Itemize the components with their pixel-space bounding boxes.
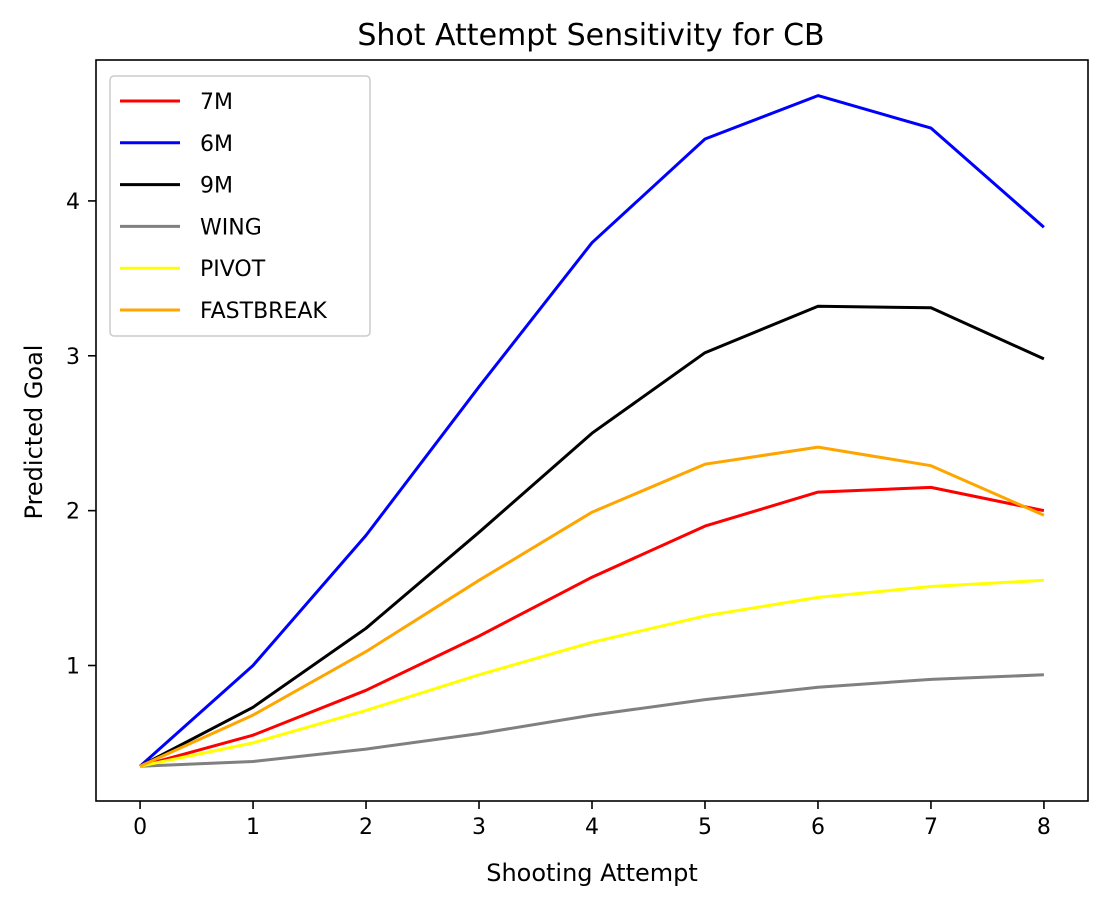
series-line-fastbreak bbox=[139, 445, 1045, 768]
legend-label-6m: 6M bbox=[200, 132, 233, 157]
legend: 7M 6M 9M WING PIVOT FASTBREAK bbox=[109, 75, 371, 337]
x-tick-label: 3 bbox=[472, 815, 486, 840]
plot-layer bbox=[139, 94, 1045, 768]
series-line-wing bbox=[140, 673, 1044, 768]
y-axis: 1 2 3 4 bbox=[66, 190, 96, 679]
x-axis: 0 1 2 3 4 5 6 7 8 bbox=[133, 801, 1051, 840]
y-tick-label: 1 bbox=[66, 654, 80, 679]
legend-label-pivot: PIVOT bbox=[200, 257, 266, 282]
legend-frame bbox=[109, 75, 371, 337]
y-tick-label: 3 bbox=[66, 345, 80, 370]
x-axis-label: Shooting Attempt bbox=[486, 859, 698, 887]
legend-label-wing: WING bbox=[200, 215, 262, 240]
x-tick-label: 1 bbox=[246, 815, 260, 840]
x-tick-label: 5 bbox=[698, 815, 712, 840]
series-line-6m bbox=[139, 94, 1045, 768]
legend-label-9m: 9M bbox=[200, 174, 233, 199]
x-tick-label: 6 bbox=[811, 815, 825, 840]
chart-title: Shot Attempt Sensitivity for CB bbox=[357, 18, 824, 53]
series-line-9m bbox=[139, 304, 1045, 768]
x-tick-label: 2 bbox=[359, 815, 373, 840]
legend-label-7m: 7M bbox=[200, 90, 233, 115]
x-tick-label: 4 bbox=[585, 815, 599, 840]
legend-label-fastbreak: FASTBREAK bbox=[200, 299, 327, 324]
y-tick-label: 4 bbox=[66, 190, 80, 215]
y-axis-label: Predicted Goal bbox=[20, 345, 48, 520]
y-tick-label: 2 bbox=[66, 500, 80, 525]
x-tick-label: 8 bbox=[1037, 815, 1051, 840]
x-tick-label: 7 bbox=[924, 815, 938, 840]
series-line-7m bbox=[139, 485, 1045, 768]
series-line-pivot bbox=[139, 578, 1044, 768]
x-tick-label: 0 bbox=[133, 815, 147, 840]
